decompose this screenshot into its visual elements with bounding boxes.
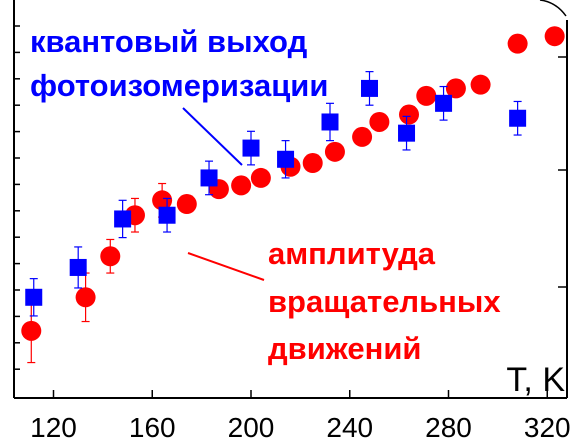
red-annotation-line1: амплитуда [268,236,436,271]
data-point-square [435,94,453,112]
data-point-circle [176,194,197,215]
data-point-square [25,288,43,306]
data-point-square [277,150,295,168]
x-tick-label: 240 [326,412,373,441]
data-point-circle [231,175,252,196]
x-tick-label: 320 [524,412,571,441]
data-point-circle [445,78,466,99]
data-point-square [321,113,339,131]
blue-annotation-line1: квантовый выход [30,24,308,59]
data-point-circle [21,320,42,341]
data-point-circle [100,246,121,267]
data-point-circle [416,85,437,106]
red-leader-line [187,252,265,281]
x-tick-label: 160 [129,412,176,441]
data-point-circle [250,167,271,188]
data-point-circle [352,126,373,147]
axes [13,0,568,399]
data-point-square [509,109,527,127]
data-point-square [242,139,260,157]
blue-annotation-line2: фотоизомеризации [30,68,328,103]
data-point-circle [75,287,96,308]
data-point-square [69,258,87,276]
data-point-circle [470,74,491,95]
data-point-circle [369,111,390,132]
blue-series [25,71,527,317]
x-axis-label: T, K [506,361,565,399]
data-point-square [114,210,132,228]
x-tick-label: 120 [30,412,77,441]
data-point-circle [399,104,419,125]
data-point-circle [324,141,345,162]
data-marks [21,26,565,364]
x-tick-label: 200 [228,412,275,441]
data-point-circle [544,26,565,47]
y-ticks [14,25,567,370]
data-point-square [158,206,176,224]
blue-leader-line [182,107,243,166]
data-point-circle [507,33,528,54]
frame-corner [539,0,567,17]
red-annotation-line3: движений [268,331,421,366]
red-annotation-line2: вращательных [268,284,501,319]
x-ticks: 120 160 200 240 280 320 [30,390,571,441]
x-tick-label: 280 [425,412,472,441]
data-point-square [361,79,378,97]
data-point-square [200,169,218,187]
data-point-circle [302,153,323,174]
data-point-square [398,124,416,142]
